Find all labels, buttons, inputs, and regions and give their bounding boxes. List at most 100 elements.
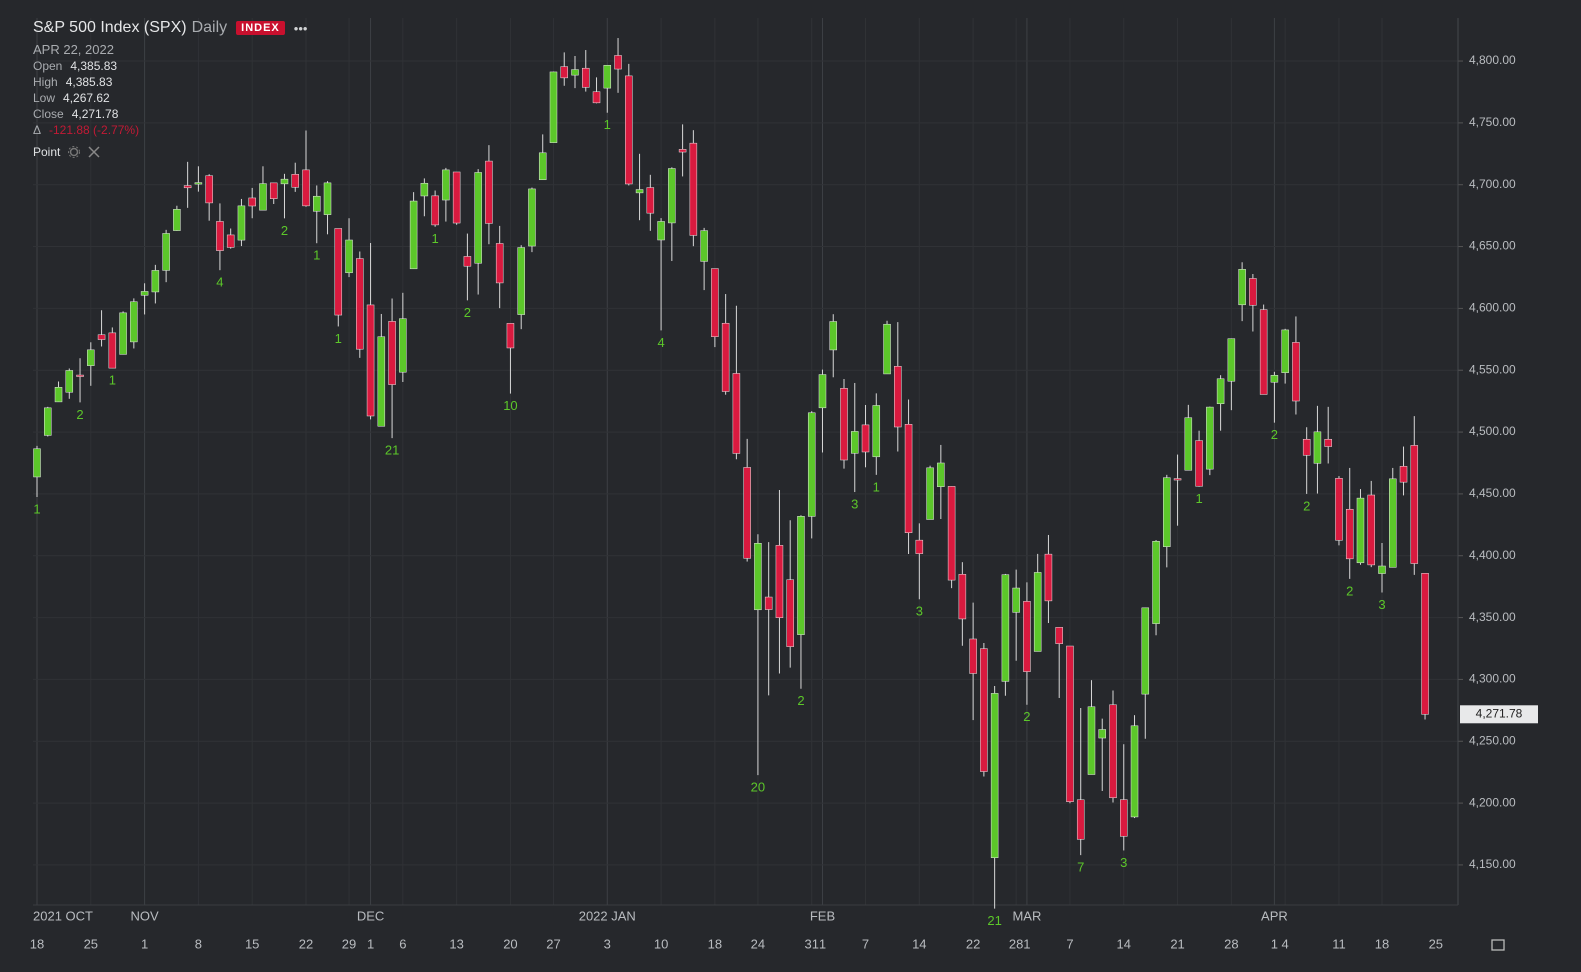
interval: Daily (191, 19, 228, 36)
candle-body (1195, 440, 1203, 487)
candle-body (1345, 508, 1354, 560)
candle-body (108, 332, 117, 369)
x-tick-label: 29 (342, 936, 356, 951)
x-tick-label: 28 (1224, 936, 1238, 951)
candle-body (1324, 438, 1332, 447)
candle-body (1249, 278, 1257, 306)
candle-body (1012, 587, 1020, 613)
candle-body (894, 366, 902, 428)
settings-icon[interactable] (68, 146, 81, 158)
candle-body (807, 412, 816, 517)
candle-body (818, 374, 827, 409)
reset-icon[interactable] (1491, 939, 1505, 951)
month-label: 2022 JAN (579, 908, 636, 923)
point-label: 7 (1077, 860, 1084, 875)
date: APR 22, 2022 (33, 42, 114, 57)
x-tick-label: 18 (1375, 936, 1389, 951)
candle-body (259, 183, 267, 211)
candle-body (915, 539, 924, 554)
point-label: 3 (851, 496, 858, 511)
candle-body (1399, 466, 1408, 483)
candle-body (1227, 338, 1236, 382)
candle-body (1044, 553, 1053, 602)
point-label: 1 (604, 117, 611, 132)
point-label: 2 (1023, 709, 1030, 724)
candle-body (452, 171, 461, 224)
candle-body (764, 596, 773, 610)
candle-body (937, 462, 945, 487)
candle-body (851, 431, 859, 454)
candle-body (409, 200, 418, 270)
x-tick-label: 3 (604, 936, 611, 951)
candle-body (1033, 572, 1042, 652)
ohlc-value: 4,385.83 (65, 75, 113, 89)
x-tick-label: 25 (1429, 936, 1443, 951)
point-label: 2 (76, 407, 83, 422)
more-button[interactable]: ••• (293, 20, 308, 36)
candle-body (646, 187, 655, 214)
y-tick-label: 4,350.00 (1469, 610, 1516, 624)
x-tick-label: 1 (1023, 936, 1030, 951)
candle-body (958, 574, 967, 620)
candle-body (549, 71, 558, 143)
candle-body (1367, 494, 1375, 566)
x-tick-label: 14 (1117, 936, 1131, 951)
candle-body (1270, 375, 1279, 383)
x-tick-label: 11 (1332, 936, 1346, 951)
point-label: 2 (1303, 498, 1310, 513)
candle-body (1184, 417, 1193, 471)
month-label: 2021 OCT (33, 908, 93, 923)
point-label: 2 (1271, 427, 1278, 442)
candle-body (1152, 541, 1160, 624)
y-tick-label: 4,550.00 (1469, 362, 1516, 376)
candle-body (205, 175, 213, 204)
title-row: S&P 500 Index (SPX) Daily INDEX ••• (33, 16, 307, 40)
candle-body (151, 270, 160, 293)
candle-body (786, 579, 794, 647)
candle-body (269, 182, 278, 199)
candle-body (1173, 478, 1182, 481)
candle-body (345, 239, 353, 274)
candle-body (1302, 438, 1311, 456)
candle-body (743, 467, 751, 559)
close-icon[interactable] (88, 146, 100, 158)
candle-body (420, 182, 429, 197)
ohlc-value: 4,267.62 (63, 91, 110, 105)
ohlc-row: Close 4,271.78 (33, 106, 307, 122)
candle-body (226, 234, 235, 248)
point-label: 1 (1195, 491, 1202, 506)
candle-body (1281, 329, 1289, 373)
candle-body (582, 67, 590, 88)
x-tick-label: 1 (367, 936, 374, 951)
candle-body (1389, 478, 1397, 568)
x-tick-label: 1 (1271, 936, 1278, 951)
candle-body (248, 197, 256, 207)
point-label: 3 (1120, 855, 1127, 870)
candle-body (237, 205, 246, 241)
month-label: MAR (1012, 908, 1041, 923)
candle-body (97, 334, 106, 340)
point-label: 21 (987, 913, 1001, 928)
y-tick-label: 4,200.00 (1469, 795, 1516, 809)
y-tick-label: 4,500.00 (1469, 424, 1516, 438)
ohlc-label: Low (33, 91, 56, 105)
candle-body (130, 301, 138, 343)
ohlc-value: 4,385.83 (70, 59, 118, 73)
candle-body (528, 188, 536, 247)
change-label: Δ (33, 123, 42, 137)
x-tick-label: 28 (1009, 936, 1023, 951)
candle-body (1109, 704, 1117, 799)
x-tick-label: 7 (1066, 936, 1073, 951)
point-label: 2 (464, 305, 471, 320)
x-tick-label: 27 (546, 936, 560, 951)
candle-body (926, 467, 934, 520)
candle-body (732, 373, 741, 454)
ohlc-row: High 4,385.83 (33, 74, 307, 90)
y-tick-label: 4,700.00 (1469, 177, 1516, 191)
point-label: 4 (216, 275, 223, 290)
month-label: FEB (810, 908, 835, 923)
x-tick-label: 13 (449, 936, 463, 951)
candle-body (1076, 799, 1085, 840)
